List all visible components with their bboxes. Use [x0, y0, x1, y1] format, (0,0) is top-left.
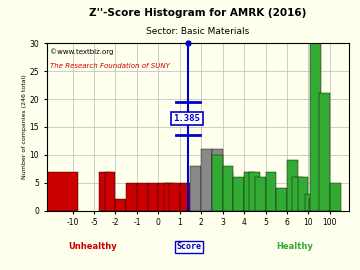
Bar — [201, 149, 212, 211]
Bar — [310, 43, 321, 211]
Bar — [233, 177, 244, 211]
Bar — [330, 183, 341, 211]
Bar — [164, 183, 174, 211]
Bar — [249, 171, 260, 211]
Bar — [223, 166, 233, 211]
Bar — [99, 171, 110, 211]
Bar — [244, 171, 255, 211]
Text: Z''-Score Histogram for AMRK (2016): Z''-Score Histogram for AMRK (2016) — [89, 8, 307, 18]
Text: Unhealthy: Unhealthy — [68, 242, 117, 251]
Bar — [158, 183, 169, 211]
Bar — [169, 183, 180, 211]
Bar — [212, 149, 223, 211]
Text: 1.385: 1.385 — [174, 114, 201, 123]
Bar — [126, 183, 137, 211]
Bar — [116, 200, 126, 211]
Text: The Research Foundation of SUNY: The Research Foundation of SUNY — [50, 63, 170, 69]
Bar — [148, 183, 158, 211]
Bar — [233, 194, 244, 211]
Text: ©www.textbiz.org: ©www.textbiz.org — [50, 48, 113, 55]
Bar — [190, 166, 201, 211]
Bar — [46, 171, 78, 211]
Text: Score: Score — [176, 242, 202, 251]
Bar — [212, 155, 223, 211]
Bar — [180, 183, 190, 211]
Bar — [287, 160, 298, 211]
Bar — [223, 171, 233, 211]
Bar — [298, 177, 309, 211]
Bar — [105, 171, 116, 211]
Bar — [255, 177, 266, 211]
Text: Sector: Basic Materials: Sector: Basic Materials — [147, 27, 249, 36]
Bar — [137, 183, 148, 211]
Bar — [319, 93, 330, 211]
Bar — [292, 177, 303, 211]
Bar — [309, 200, 316, 211]
Bar — [305, 194, 312, 211]
Y-axis label: Number of companies (246 total): Number of companies (246 total) — [22, 75, 27, 179]
Text: Healthy: Healthy — [276, 242, 313, 251]
Bar — [266, 171, 276, 211]
Bar — [276, 188, 287, 211]
